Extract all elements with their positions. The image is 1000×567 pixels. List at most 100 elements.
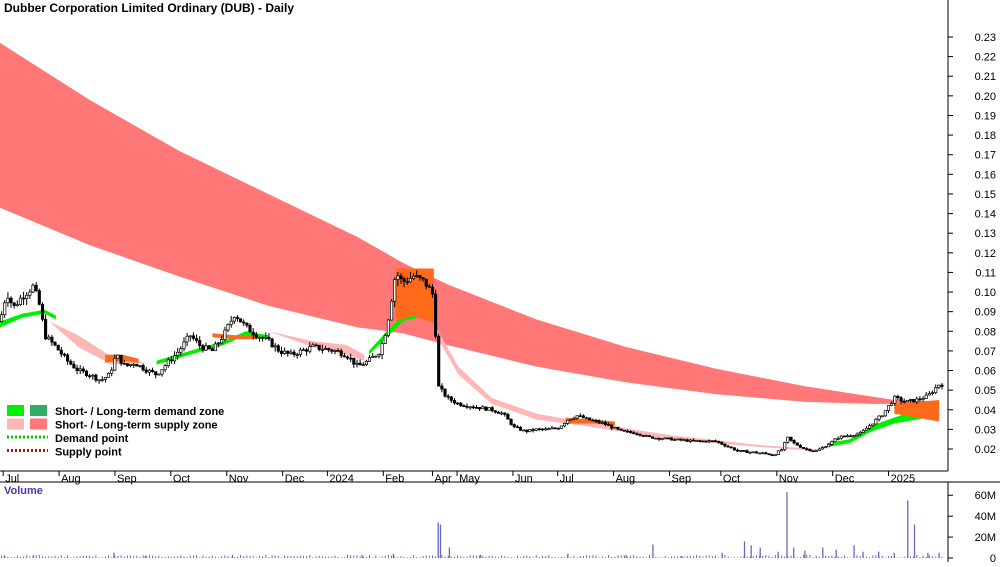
- candle-body: [147, 369, 151, 373]
- candle-body: [745, 450, 749, 454]
- candle-body: [386, 319, 390, 336]
- candle-body: [566, 419, 570, 424]
- candle-body: [789, 436, 793, 441]
- candle-body: [437, 335, 441, 387]
- candle-body: [761, 452, 765, 455]
- candle-body: [232, 317, 236, 322]
- candle-body: [802, 447, 806, 449]
- candle-body: [390, 300, 394, 321]
- candle-body: [56, 344, 60, 351]
- candle-body: [314, 344, 318, 347]
- time-tick-label: Jun: [515, 473, 533, 485]
- candle-body: [374, 355, 378, 358]
- candle-body: [625, 430, 629, 433]
- candle-body: [912, 399, 916, 403]
- candle-body: [629, 430, 633, 433]
- short-term-supply-zone: [49, 321, 146, 365]
- candle-body: [144, 369, 148, 373]
- candle-body: [198, 340, 202, 347]
- candle-body: [157, 373, 161, 376]
- time-tick-label: May: [459, 473, 480, 485]
- candle-body: [166, 359, 170, 367]
- candle-body: [754, 451, 758, 454]
- candle-body: [930, 392, 935, 394]
- candle-body: [22, 297, 26, 300]
- candle-body: [641, 435, 645, 437]
- candle-body: [430, 286, 435, 295]
- legend-label: Short- / Long-term demand zone: [55, 406, 224, 418]
- volume-tick-label: 20M: [975, 532, 996, 544]
- time-tick-label: Nov: [779, 473, 799, 485]
- candle-body: [276, 345, 280, 352]
- price-tick-label: 0.21: [975, 71, 996, 83]
- candle-body: [918, 398, 922, 401]
- volume-tick-label: 60M: [975, 490, 996, 502]
- candle-body: [572, 417, 576, 420]
- candle-body: [864, 427, 869, 431]
- candle-body: [682, 439, 686, 442]
- legend-label: Supply point: [55, 447, 122, 459]
- candle-body: [877, 415, 881, 420]
- time-tick-label: Nov: [229, 473, 249, 485]
- candle-body: [456, 402, 460, 405]
- candle-body: [836, 437, 840, 440]
- candle-body: [591, 419, 595, 422]
- candle-body: [886, 405, 891, 411]
- candle-body: [512, 424, 516, 428]
- time-tick-label: 2025: [891, 473, 915, 485]
- candle-body: [531, 429, 535, 431]
- candle-body: [619, 428, 623, 431]
- candle-body: [267, 336, 271, 340]
- time-tick-label: Dec: [835, 473, 855, 485]
- candle-body: [934, 387, 938, 393]
- candle-body: [496, 411, 501, 414]
- candle-body: [732, 447, 736, 451]
- legend-label: Demand point: [55, 433, 129, 445]
- time-tick-label: Apr: [435, 473, 452, 485]
- candle-body: [182, 341, 186, 350]
- candle-body: [459, 402, 463, 407]
- candle-body: [248, 324, 252, 333]
- price-tick-label: 0.17: [975, 150, 996, 162]
- time-tick-label: 2024: [329, 473, 353, 485]
- candle-body: [846, 435, 850, 438]
- candle-body: [34, 284, 38, 292]
- price-tick-label: 0.12: [975, 248, 996, 260]
- candle-body: [59, 349, 63, 355]
- candle-body: [28, 291, 32, 296]
- candle-body: [562, 423, 567, 427]
- overlapping-zone: [894, 400, 940, 422]
- legend-swatch-long: [30, 418, 47, 430]
- candle-body: [556, 427, 560, 430]
- price-tick-label: 0.05: [975, 385, 996, 397]
- candle-body: [317, 344, 321, 350]
- candle-body: [739, 450, 743, 452]
- candle-body: [569, 418, 573, 421]
- candle-body: [644, 435, 648, 437]
- candle-body: [534, 428, 538, 431]
- candle-body: [798, 444, 802, 448]
- candle-body: [339, 350, 343, 357]
- candle-body: [94, 374, 98, 381]
- price-tick-label: 0.23: [975, 32, 996, 44]
- candle-body: [292, 351, 296, 355]
- candle-body: [418, 275, 422, 278]
- candle-body: [905, 399, 909, 403]
- time-tick-label: Oct: [173, 473, 190, 485]
- candle-body: [424, 278, 428, 287]
- candle-body: [616, 426, 620, 430]
- candle-body: [402, 278, 406, 282]
- candle-body: [415, 275, 419, 277]
- legend: Short- / Long-term demand zone Short- / L…: [7, 405, 224, 459]
- candle-body: [553, 427, 557, 430]
- candle-body: [434, 293, 438, 337]
- candle-body: [764, 452, 768, 455]
- candle-body: [575, 415, 579, 419]
- candle-body: [12, 302, 16, 306]
- candle-body: [160, 369, 164, 375]
- candle-body: [723, 443, 727, 447]
- candle-body: [179, 348, 183, 353]
- candle-body: [679, 438, 683, 441]
